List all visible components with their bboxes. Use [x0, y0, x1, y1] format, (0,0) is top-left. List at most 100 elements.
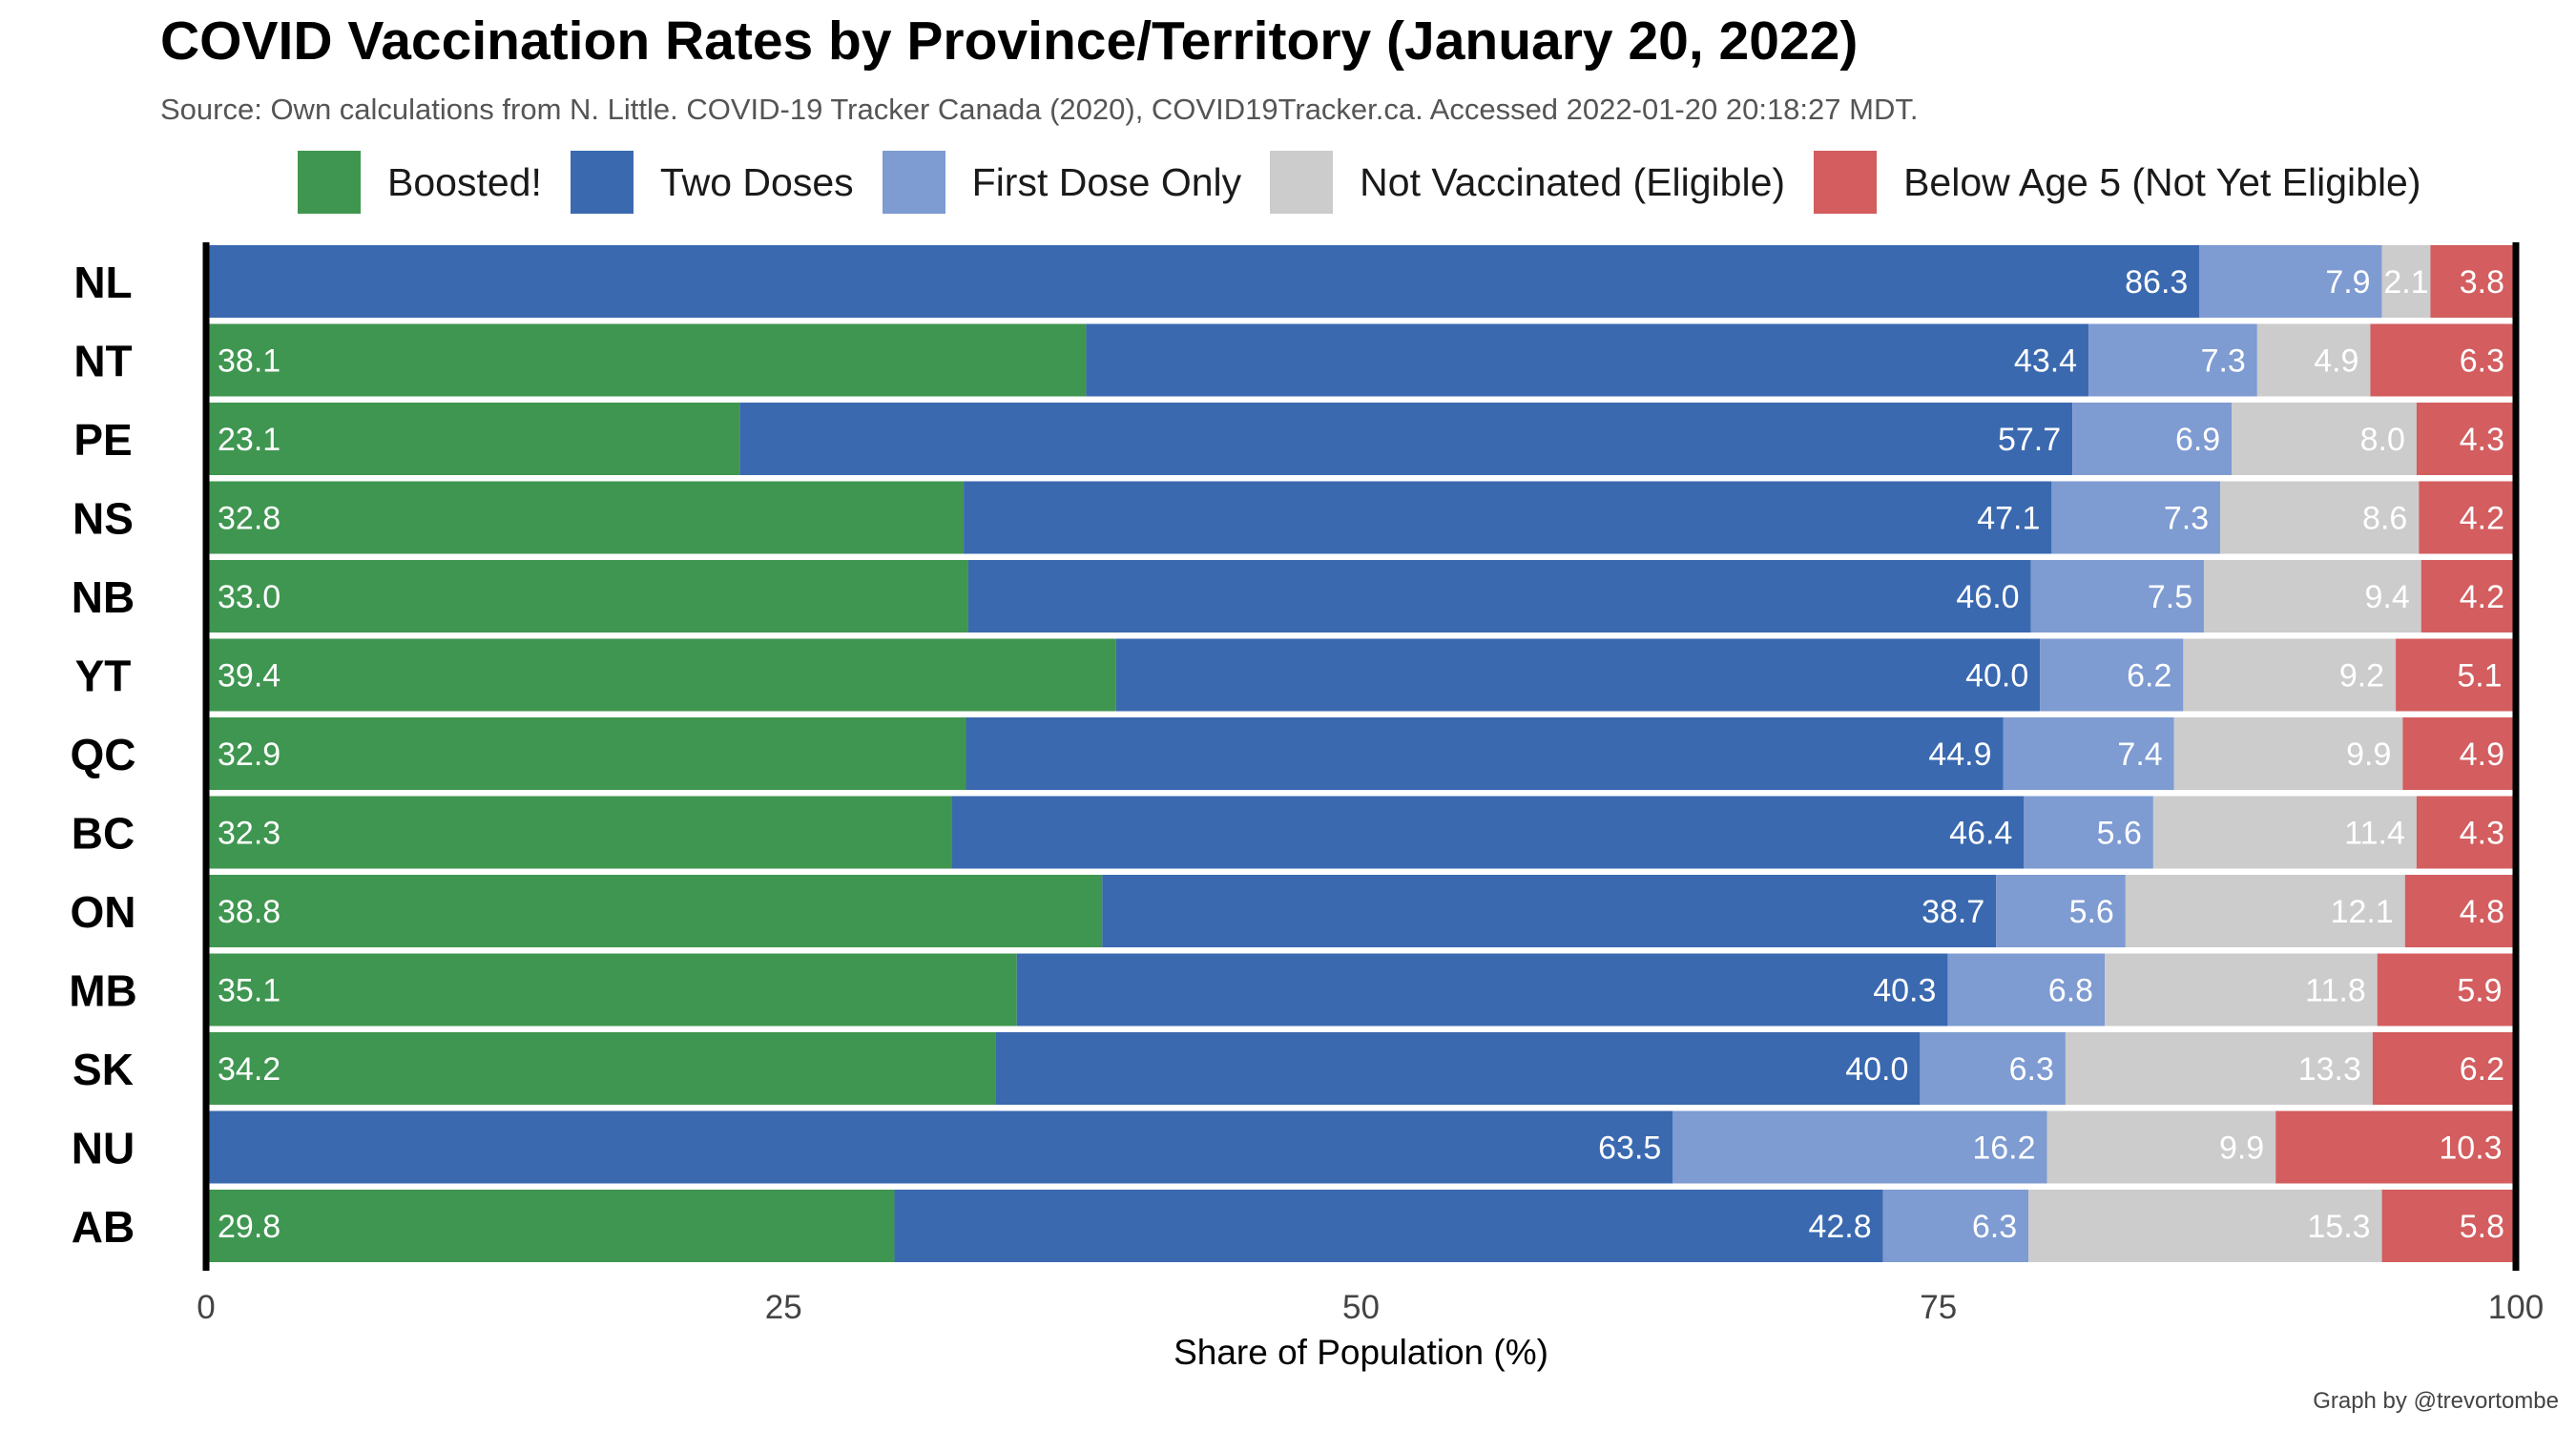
bar-ns-below-age-5-not-yet-eligible: [2419, 481, 2516, 554]
bar-bc-boosted: [206, 796, 952, 869]
data-label-mb-first-dose-only: 6.8: [2048, 973, 2093, 1009]
data-label-ab-below-age-5-not-yet-eligible: 5.8: [2460, 1209, 2504, 1245]
data-label-yt-boosted: 39.4: [218, 658, 280, 695]
bar-mb-boosted: [206, 953, 1017, 1027]
legend-item-two-doses: Two Doses: [570, 151, 854, 214]
data-label-nb-below-age-5-not-yet-eligible: 4.2: [2460, 579, 2504, 615]
data-label-qc-two-doses: 44.9: [1928, 736, 1991, 773]
data-label-mb-two-doses: 40.3: [1873, 973, 1936, 1009]
data-label-yt-below-age-5-not-yet-eligible: 5.1: [2457, 658, 2502, 695]
x-tick-label-100: 100: [2488, 1289, 2544, 1326]
bar-ab-not-vaccinated-eligible: [2028, 1190, 2382, 1262]
data-label-nt-not-vaccinated-eligible: 4.9: [2314, 343, 2358, 380]
bar-yt-first-dose-only: [2040, 638, 2184, 712]
data-label-nl-not-vaccinated-eligible: 2.1: [2383, 264, 2428, 301]
bar-sk-not-vaccinated-eligible: [2065, 1032, 2373, 1105]
x-tick-label-0: 0: [197, 1289, 215, 1326]
data-label-qc-below-age-5-not-yet-eligible: 4.9: [2460, 736, 2504, 773]
bar-ab-first-dose-only: [1882, 1190, 2029, 1262]
data-label-pe-two-doses: 57.7: [1998, 422, 2061, 458]
bar-qc-two-doses: [966, 717, 2004, 790]
bar-nl-below-age-5-not-yet-eligible: [2430, 245, 2516, 318]
data-label-sk-below-age-5-not-yet-eligible: 6.2: [2460, 1051, 2504, 1088]
data-label-on-two-doses: 38.7: [1922, 894, 1984, 930]
legend-label-below-5: Below Age 5 (Not Yet Eligible): [1903, 159, 2421, 204]
bar-pe-two-doses: [739, 403, 2073, 475]
bar-bc-below-age-5-not-yet-eligible: [2416, 796, 2516, 869]
data-label-ab-boosted: 29.8: [218, 1209, 280, 1245]
bar-ns-first-dose-only: [2051, 481, 2221, 554]
data-label-sk-not-vaccinated-eligible: 13.3: [2298, 1051, 2361, 1088]
data-label-pe-below-age-5-not-yet-eligible: 4.3: [2460, 422, 2504, 458]
data-label-sk-two-doses: 40.0: [1845, 1051, 1908, 1088]
legend-item-below-5: Below Age 5 (Not Yet Eligible): [1814, 151, 2421, 214]
data-label-pe-boosted: 23.1: [218, 422, 280, 458]
bar-mb-two-doses: [1016, 953, 1948, 1027]
data-label-ab-two-doses: 42.8: [1808, 1209, 1871, 1245]
legend-label-first-dose: First Dose Only: [971, 159, 1242, 204]
bar-nu-not-vaccinated-eligible: [2046, 1110, 2276, 1184]
bar-ns-not-vaccinated-eligible: [2220, 481, 2420, 554]
data-label-on-below-age-5-not-yet-eligible: 4.8: [2460, 894, 2504, 930]
data-label-ns-first-dose-only: 7.3: [2164, 501, 2209, 537]
data-label-yt-first-dose-only: 6.2: [2127, 658, 2171, 695]
legend-swatch-not-vaccinated: [1270, 151, 1334, 214]
category-label-ns: NS: [73, 494, 134, 544]
data-label-sk-first-dose-only: 6.3: [2009, 1051, 2054, 1088]
data-label-mb-below-age-5-not-yet-eligible: 5.9: [2457, 973, 2502, 1009]
data-label-mb-boosted: 35.1: [218, 973, 280, 1009]
data-label-ns-boosted: 32.8: [218, 501, 280, 537]
bar-sk-first-dose-only: [1920, 1032, 2066, 1105]
bar-pe-first-dose-only: [2072, 403, 2233, 475]
data-label-pe-first-dose-only: 6.9: [2175, 422, 2220, 458]
category-label-nl: NL: [73, 258, 132, 307]
data-label-nu-two-doses: 63.5: [1598, 1130, 1661, 1167]
bar-bc-two-doses: [951, 796, 2025, 869]
data-label-yt-not-vaccinated-eligible: 9.2: [2339, 658, 2384, 695]
category-label-yt: YT: [75, 652, 132, 701]
bar-nl-not-vaccinated-eligible: [2381, 245, 2431, 318]
legend-item-boosted: Boosted!: [298, 151, 542, 214]
legend-swatch-boosted: [298, 151, 361, 214]
x-tick-label-75: 75: [1920, 1289, 1957, 1326]
data-label-on-not-vaccinated-eligible: 12.1: [2331, 894, 2394, 930]
bar-nt-below-age-5-not-yet-eligible: [2370, 323, 2516, 397]
data-label-nl-below-age-5-not-yet-eligible: 3.8: [2460, 264, 2504, 301]
legend-item-not-vaccinated: Not Vaccinated (Eligible): [1270, 151, 1785, 214]
data-label-ns-not-vaccinated-eligible: 8.6: [2362, 501, 2407, 537]
data-label-nb-two-doses: 46.0: [1956, 579, 2019, 615]
category-label-mb: MB: [69, 966, 137, 1016]
bar-sk-two-doses: [995, 1032, 1921, 1105]
bar-qc-first-dose-only: [2003, 717, 2174, 790]
category-label-nu: NU: [72, 1124, 135, 1173]
bar-nt-first-dose-only: [2088, 323, 2257, 397]
bar-nb-two-doses: [967, 560, 2031, 633]
legend-item-first-dose: First Dose Only: [882, 151, 1242, 214]
category-label-on: ON: [71, 887, 136, 937]
bar-nu-first-dose-only: [1672, 1110, 2047, 1184]
data-label-ab-first-dose-only: 6.3: [1972, 1209, 2017, 1245]
bar-nl-two-doses: [206, 245, 2200, 318]
data-label-bc-two-doses: 46.4: [1949, 816, 2012, 852]
category-label-sk: SK: [73, 1045, 134, 1094]
bar-qc-not-vaccinated-eligible: [2173, 717, 2403, 790]
bar-nl-first-dose-only: [2199, 245, 2382, 318]
bar-on-two-doses: [1102, 875, 1997, 947]
data-label-nt-below-age-5-not-yet-eligible: 6.3: [2460, 343, 2504, 380]
bar-ab-below-age-5-not-yet-eligible: [2381, 1190, 2516, 1262]
bar-on-boosted: [206, 875, 1103, 947]
bar-on-first-dose-only: [1996, 875, 2126, 947]
data-label-nu-first-dose-only: 16.2: [1972, 1130, 2035, 1167]
bar-nt-not-vaccinated-eligible: [2256, 323, 2371, 397]
legend-label-boosted: Boosted!: [387, 159, 542, 204]
category-label-qc: QC: [71, 730, 136, 779]
bar-qc-below-age-5-not-yet-eligible: [2402, 717, 2516, 790]
data-label-nt-boosted: 38.1: [218, 343, 280, 380]
category-label-nt: NT: [73, 337, 132, 386]
data-label-nt-first-dose-only: 7.3: [2201, 343, 2246, 380]
data-label-nb-not-vaccinated-eligible: 9.4: [2364, 579, 2409, 615]
category-label-nb: NB: [72, 572, 135, 622]
data-label-yt-two-doses: 40.0: [1965, 658, 2028, 695]
data-label-nl-two-doses: 86.3: [2125, 264, 2188, 301]
x-tick-label-50: 50: [1342, 1289, 1380, 1326]
